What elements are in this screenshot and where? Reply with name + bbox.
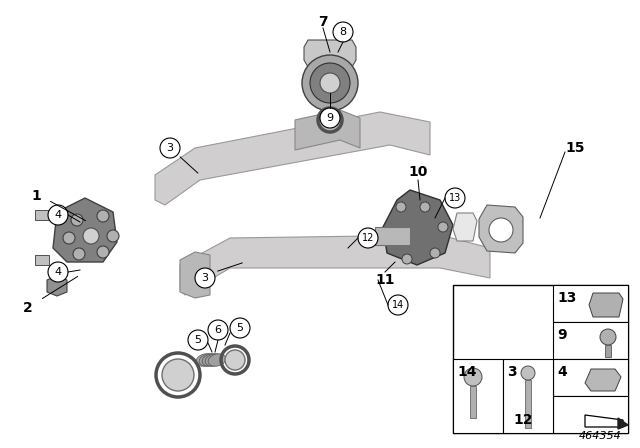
Bar <box>470 386 476 418</box>
Text: 14: 14 <box>457 365 477 379</box>
Text: 14: 14 <box>392 300 404 310</box>
Text: 15: 15 <box>565 141 585 155</box>
Polygon shape <box>585 415 623 427</box>
Bar <box>553 322 628 359</box>
Circle shape <box>438 222 448 232</box>
Bar <box>605 345 611 357</box>
Circle shape <box>160 138 180 158</box>
Bar <box>375 227 410 245</box>
Text: 9: 9 <box>557 328 566 342</box>
Ellipse shape <box>199 354 217 366</box>
Bar <box>503 359 553 433</box>
Circle shape <box>83 228 99 244</box>
Circle shape <box>320 73 340 93</box>
Text: 4: 4 <box>54 210 61 220</box>
Polygon shape <box>295 110 360 150</box>
Circle shape <box>162 359 194 391</box>
Polygon shape <box>180 252 210 298</box>
Text: 4: 4 <box>54 267 61 277</box>
Text: 7: 7 <box>318 15 328 29</box>
Polygon shape <box>47 276 67 296</box>
Text: 3: 3 <box>507 365 516 379</box>
Polygon shape <box>304 40 356 67</box>
Circle shape <box>430 248 440 258</box>
Text: 4: 4 <box>557 365 567 379</box>
Polygon shape <box>618 418 628 429</box>
Text: 13: 13 <box>557 291 577 305</box>
Text: 12: 12 <box>362 233 374 243</box>
Polygon shape <box>383 190 453 265</box>
Polygon shape <box>155 112 430 205</box>
Circle shape <box>302 55 358 111</box>
Text: 5: 5 <box>237 323 243 333</box>
Circle shape <box>208 320 228 340</box>
Circle shape <box>420 202 430 212</box>
Circle shape <box>71 214 83 226</box>
Text: 2: 2 <box>23 301 33 315</box>
Circle shape <box>230 318 250 338</box>
Polygon shape <box>53 198 117 262</box>
Text: 5: 5 <box>195 335 202 345</box>
Circle shape <box>388 295 408 315</box>
Circle shape <box>445 188 465 208</box>
Circle shape <box>188 330 208 350</box>
Bar <box>35 210 49 220</box>
Circle shape <box>521 366 535 380</box>
Ellipse shape <box>208 354 226 366</box>
Circle shape <box>97 246 109 258</box>
Circle shape <box>396 202 406 212</box>
Ellipse shape <box>202 354 220 366</box>
Circle shape <box>73 248 85 260</box>
Circle shape <box>48 205 68 225</box>
Circle shape <box>195 268 215 288</box>
Polygon shape <box>453 213 477 241</box>
Text: 6: 6 <box>214 325 221 335</box>
Polygon shape <box>589 293 623 317</box>
Bar <box>453 359 503 433</box>
Bar <box>453 285 628 433</box>
Circle shape <box>333 22 353 42</box>
Circle shape <box>48 262 68 282</box>
Text: 464354: 464354 <box>579 431 621 441</box>
Text: 12: 12 <box>513 413 532 427</box>
Text: 13: 13 <box>449 193 461 203</box>
Ellipse shape <box>205 354 223 366</box>
Bar <box>525 380 531 428</box>
Text: 9: 9 <box>326 113 333 123</box>
Text: 1: 1 <box>31 189 41 203</box>
Circle shape <box>388 232 398 242</box>
Circle shape <box>600 329 616 345</box>
Text: 11: 11 <box>375 273 395 287</box>
Circle shape <box>489 218 513 242</box>
Polygon shape <box>479 205 523 253</box>
Circle shape <box>107 230 119 242</box>
Text: 3: 3 <box>202 273 209 283</box>
Polygon shape <box>180 235 490 295</box>
Ellipse shape <box>196 354 214 366</box>
Circle shape <box>97 210 109 222</box>
Circle shape <box>310 63 350 103</box>
Circle shape <box>402 254 412 264</box>
Text: 10: 10 <box>408 165 428 179</box>
Bar <box>553 285 628 322</box>
Circle shape <box>464 368 482 386</box>
Polygon shape <box>585 369 621 391</box>
Circle shape <box>358 228 378 248</box>
Circle shape <box>63 232 75 244</box>
Circle shape <box>320 108 340 128</box>
Bar <box>553 359 628 396</box>
Bar <box>35 255 49 265</box>
Text: 3: 3 <box>166 143 173 153</box>
Text: 8: 8 <box>339 27 347 37</box>
Circle shape <box>225 350 245 370</box>
Bar <box>553 396 628 433</box>
